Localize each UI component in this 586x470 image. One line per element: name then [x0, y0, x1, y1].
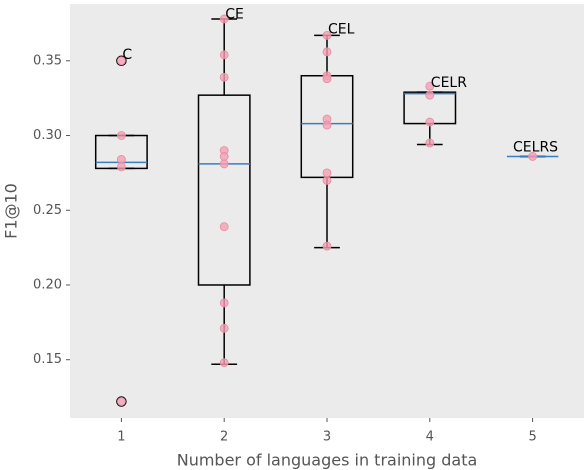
point	[117, 131, 126, 140]
box	[197, 94, 251, 286]
point	[117, 162, 126, 172]
point	[528, 152, 537, 161]
annotation: C	[122, 47, 132, 63]
annotation: CELRS	[513, 139, 558, 155]
flier	[116, 55, 127, 67]
y-tick-label: 0.30	[33, 128, 62, 143]
y-tick-label: 0.35	[33, 53, 62, 68]
point	[425, 117, 435, 127]
x-tick-label: 2	[220, 430, 228, 445]
point	[219, 358, 229, 368]
y-tick-label: 0.20	[33, 277, 62, 292]
y-axis-label: F1@10	[2, 183, 21, 239]
point	[322, 74, 332, 84]
x-tick-label: 1	[117, 430, 125, 445]
point	[425, 81, 435, 91]
point	[425, 138, 435, 148]
x-axis-label: Number of languages in training data	[177, 451, 478, 470]
point	[117, 397, 126, 406]
point	[322, 175, 332, 185]
annotation: CELR	[431, 75, 467, 91]
point	[425, 90, 435, 100]
annotation: CE	[225, 6, 244, 22]
flier	[116, 396, 127, 407]
point	[219, 72, 229, 82]
point	[219, 152, 229, 161]
x-tick-label: 3	[323, 430, 331, 445]
y-tick-label: 0.25	[33, 203, 62, 218]
x-tick-label: 4	[426, 430, 434, 445]
annotation: CEL	[328, 21, 355, 37]
point	[219, 323, 229, 333]
x-tick-label: 5	[528, 430, 536, 445]
point	[117, 155, 126, 164]
point	[219, 222, 229, 232]
point	[322, 47, 332, 57]
point	[219, 50, 229, 60]
point	[219, 159, 229, 169]
point	[322, 241, 332, 251]
point	[322, 120, 332, 130]
point	[117, 56, 126, 66]
point	[219, 14, 229, 24]
point	[219, 298, 229, 308]
point	[322, 30, 332, 40]
point	[322, 168, 332, 178]
y-tick-label: 0.15	[33, 352, 62, 367]
